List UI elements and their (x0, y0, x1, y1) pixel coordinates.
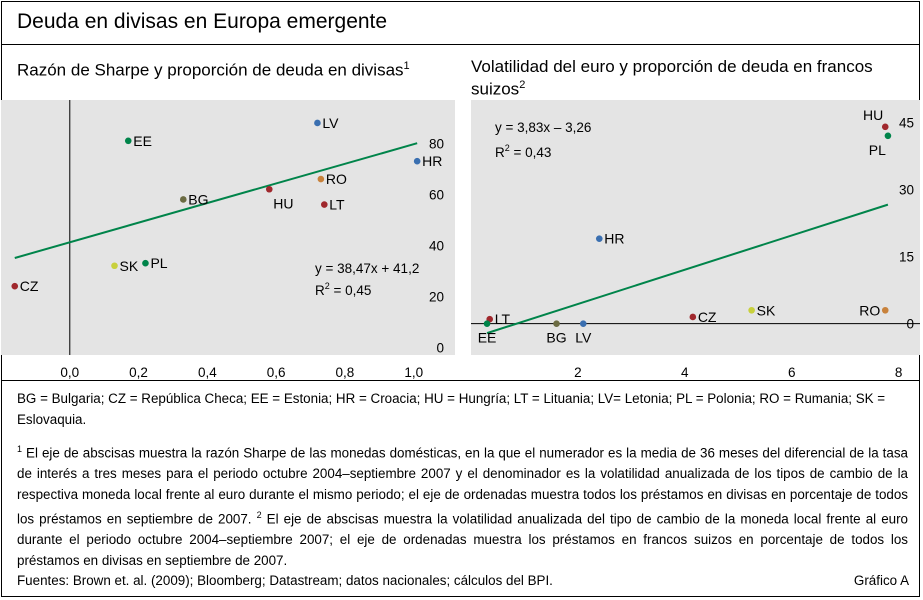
point-label-cz: CZ (698, 309, 717, 325)
point-label-hu: HU (273, 195, 293, 211)
point-label-lv: LV (322, 115, 339, 131)
point-label-bg: BG (546, 330, 566, 346)
point-label-lt: LT (329, 197, 345, 213)
x-tick-label: 0,0 (60, 365, 79, 380)
y-tick-label: 80 (429, 136, 444, 151)
data-point-pl (142, 259, 149, 267)
volatility-scatter-chart: 0 15 30 45 2 4 6 8 HU PL HR LT EE BG LV CZ SK RO y = 3,83… (471, 100, 920, 380)
regression-equation: y = 38,47x + 41,2 (315, 261, 419, 276)
point-label-sk: SK (757, 302, 776, 318)
point-label-ee: EE (478, 330, 497, 346)
data-point-hu (265, 185, 273, 193)
point-label-hu: HU (863, 107, 883, 123)
point-label-pl: PL (869, 142, 886, 158)
chart-number: Gráfico A (853, 573, 909, 588)
data-point-sk (111, 262, 118, 270)
data-point-cz (689, 313, 697, 321)
footnote-2-mark: 2 (256, 510, 262, 521)
data-point-ro (317, 175, 325, 183)
x-tick-label: 0,8 (336, 365, 355, 380)
footnote-2-text: El eje de abscisas muestra la volatilida… (17, 511, 908, 568)
data-point-bg (553, 320, 560, 327)
point-label-ee: EE (133, 133, 152, 149)
data-point-hu (881, 123, 889, 131)
data-point-pl (884, 132, 892, 140)
data-point-ro (881, 306, 889, 314)
x-tick-label: 8 (895, 365, 903, 380)
data-point-bg (179, 196, 187, 203)
y-tick-label: 20 (429, 289, 444, 304)
left-panel-title: Razón de Sharpe y proporción de deuda en… (17, 60, 410, 80)
plot-area (1, 100, 455, 355)
point-label-sk: SK (120, 258, 139, 274)
point-label-hr: HR (422, 153, 442, 169)
x-tick-label: 2 (574, 365, 582, 380)
sources: Fuentes: Brown et. al. (2009); Bloomberg… (17, 573, 553, 588)
data-point-lt (321, 201, 328, 208)
x-tick-label: 0,4 (198, 365, 217, 380)
figure-title: Deuda en divisas en Europa emergente (17, 10, 388, 33)
x-tick-label: 0,6 (267, 365, 286, 380)
title-rule (1, 44, 920, 45)
sharpe-scatter-chart: 0 20 40 60 80 0,0 0,2 0,4 0,6 0,8 1,0 EE LV HR BG HU RO L… (1, 100, 455, 380)
trendline (486, 203, 889, 335)
point-label-pl: PL (150, 255, 167, 271)
footnote-1-mark: 1 (17, 444, 23, 454)
footnotes: 1 El eje de abscisas muestra la razón Sh… (17, 439, 908, 572)
y-tick-label: 45 (899, 115, 914, 130)
point-label-lv: LV (575, 330, 592, 346)
footnote-1-text: El eje de abscisas muestra la razón Shar… (17, 445, 908, 527)
y-tick-label: 30 (899, 182, 914, 197)
data-point-ee (124, 137, 132, 145)
point-label-hr: HR (604, 231, 624, 247)
x-tick-label: 4 (681, 365, 689, 380)
point-label-lt: LT (495, 311, 511, 327)
data-point-hr (413, 157, 421, 165)
right-panel-title: Volatilidad del euro y proporción de deu… (471, 57, 873, 99)
x-tick-label: 0,2 (129, 365, 148, 380)
y-tick-label: 0 (906, 317, 914, 332)
data-point-lv (579, 320, 587, 327)
legend-rule (1, 380, 920, 381)
y-tick-label: 60 (429, 187, 444, 202)
data-point-lv (314, 119, 321, 127)
r-squared: R2 = 0,45 (315, 281, 371, 298)
country-legend: BG = Bulgaria; CZ = República Checa; EE … (17, 391, 886, 427)
trendline (14, 142, 418, 259)
point-label-bg: BG (188, 191, 208, 207)
data-point-sk (748, 306, 755, 314)
r-squared: R2 = 0,43 (495, 143, 551, 160)
y-tick-label: 15 (899, 250, 914, 265)
data-point-ee (483, 320, 491, 327)
regression-equation: y = 3,83x – 3,26 (495, 120, 591, 135)
data-point-cz (11, 282, 19, 290)
point-label-ro: RO (859, 302, 880, 318)
plot-area (471, 100, 920, 355)
point-label-ro: RO (326, 171, 347, 187)
y-tick-label: 0 (436, 340, 444, 355)
x-tick-label: 1,0 (404, 365, 423, 380)
y-tick-label: 40 (429, 238, 444, 253)
data-point-hr (595, 235, 603, 242)
x-tick-label: 6 (788, 365, 796, 380)
point-label-cz: CZ (20, 278, 39, 294)
